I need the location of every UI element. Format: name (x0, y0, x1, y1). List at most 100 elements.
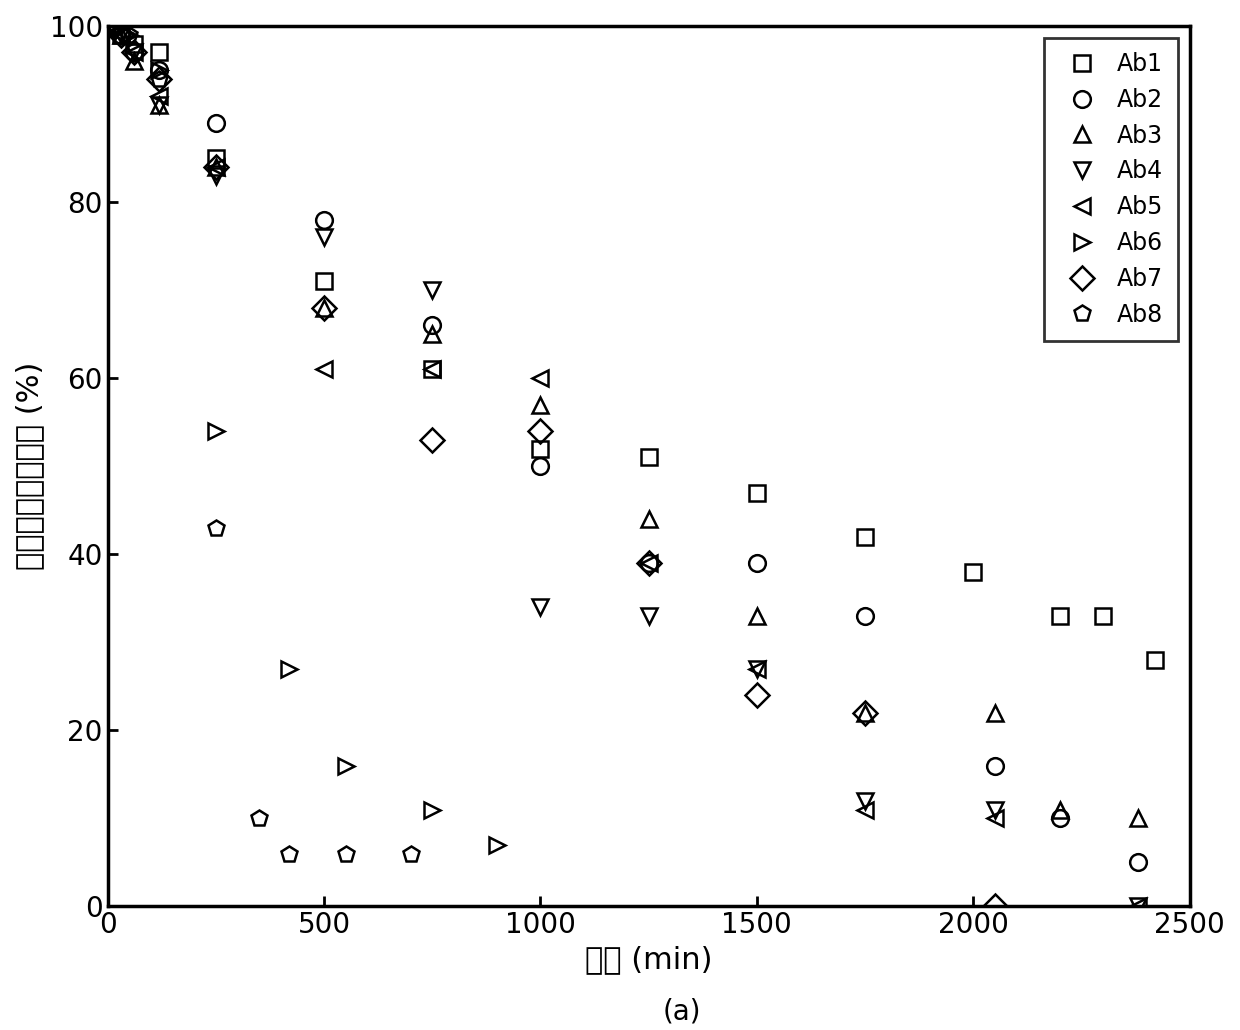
Ab2 (104, 20, 119, 32)
Line: Ab4: Ab4 (103, 18, 1146, 915)
Ab1 (749, 486, 764, 499)
Line: Ab5: Ab5 (103, 18, 1146, 915)
Ab7 (425, 434, 440, 446)
Ab5 (126, 46, 141, 59)
Ab3 (104, 20, 119, 32)
Ab7 (749, 689, 764, 701)
Ab2 (153, 64, 167, 76)
Ab8 (208, 521, 223, 534)
Ab6 (122, 29, 136, 41)
Ab2 (1053, 813, 1068, 825)
Ab8 (153, 73, 167, 85)
Ab3 (113, 29, 128, 41)
Ab1 (1096, 610, 1111, 622)
Ab7 (104, 20, 119, 32)
Ab1 (1147, 654, 1162, 666)
Ab6 (104, 20, 119, 32)
X-axis label: 时间 (min): 时间 (min) (585, 945, 712, 973)
Ab1 (126, 37, 141, 49)
Ab3 (749, 610, 764, 622)
Ab6 (281, 662, 296, 675)
Ab4 (1130, 900, 1145, 913)
Ab3 (126, 55, 141, 67)
Ab7 (208, 161, 223, 173)
Ab1 (153, 46, 167, 59)
Ab5 (316, 364, 331, 376)
Line: Ab8: Ab8 (103, 18, 419, 862)
Y-axis label: 低共溶剂脱硫效率 (%): 低共溶剂脱硫效率 (%) (15, 362, 43, 571)
Ab1 (113, 29, 128, 41)
Ab3 (208, 161, 223, 173)
Ab2 (425, 319, 440, 332)
Ab6 (153, 64, 167, 76)
Line: Ab2: Ab2 (103, 18, 1146, 870)
Ab6 (490, 838, 505, 851)
Legend: Ab1, Ab2, Ab3, Ab4, Ab5, Ab6, Ab7, Ab8: Ab1, Ab2, Ab3, Ab4, Ab5, Ab6, Ab7, Ab8 (1044, 38, 1178, 341)
Ab3 (641, 513, 656, 525)
Ab5 (533, 372, 548, 384)
Line: Ab1: Ab1 (103, 18, 1163, 668)
Ab1 (425, 364, 440, 376)
Ab2 (533, 460, 548, 473)
Ab7 (126, 46, 141, 59)
Ab2 (208, 116, 223, 129)
Ab2 (126, 46, 141, 59)
Ab8 (403, 848, 418, 860)
Ab8 (122, 29, 136, 41)
Ab4 (641, 610, 656, 622)
Ab4 (113, 29, 128, 41)
Ab7 (858, 707, 873, 719)
Ab4 (749, 662, 764, 675)
Ab1 (533, 443, 548, 455)
Ab7 (533, 424, 548, 437)
Ab1 (966, 565, 981, 578)
Ab4 (425, 284, 440, 297)
Ab4 (858, 794, 873, 806)
Ab5 (749, 662, 764, 675)
Ab2 (113, 29, 128, 41)
Ab3 (858, 707, 873, 719)
Ab3 (987, 707, 1002, 719)
Ab7 (153, 73, 167, 85)
Ab2 (987, 759, 1002, 771)
Ab4 (126, 46, 141, 59)
Ab1 (104, 20, 119, 32)
Ab3 (1130, 813, 1145, 825)
Ab8 (339, 848, 353, 860)
Ab5 (104, 20, 119, 32)
Ab8 (104, 20, 119, 32)
Ab2 (316, 213, 331, 226)
Ab5 (425, 364, 440, 376)
Ab6 (339, 759, 353, 771)
Ab5 (1130, 900, 1145, 913)
Ab4 (533, 600, 548, 613)
Ab5 (987, 813, 1002, 825)
Ab7 (316, 302, 331, 314)
Ab2 (858, 610, 873, 622)
Line: Ab7: Ab7 (103, 18, 1003, 915)
Ab5 (858, 803, 873, 816)
Ab4 (987, 803, 1002, 816)
Ab6 (208, 424, 223, 437)
Ab6 (425, 803, 440, 816)
Ab1 (208, 151, 223, 164)
Ab1 (1053, 610, 1068, 622)
Ab1 (641, 451, 656, 464)
Ab3 (153, 99, 167, 111)
Line: Ab3: Ab3 (103, 18, 1146, 827)
Ab2 (641, 557, 656, 570)
Ab5 (641, 557, 656, 570)
Ab7 (641, 557, 656, 570)
Ab3 (425, 328, 440, 340)
Text: (a): (a) (662, 998, 702, 1026)
Ab5 (113, 29, 128, 41)
Ab4 (153, 99, 167, 111)
Ab3 (316, 302, 331, 314)
Ab2 (749, 557, 764, 570)
Ab8 (281, 848, 296, 860)
Ab7 (113, 29, 128, 41)
Ab4 (208, 170, 223, 182)
Ab5 (153, 91, 167, 103)
Ab3 (1053, 803, 1068, 816)
Ab3 (533, 399, 548, 411)
